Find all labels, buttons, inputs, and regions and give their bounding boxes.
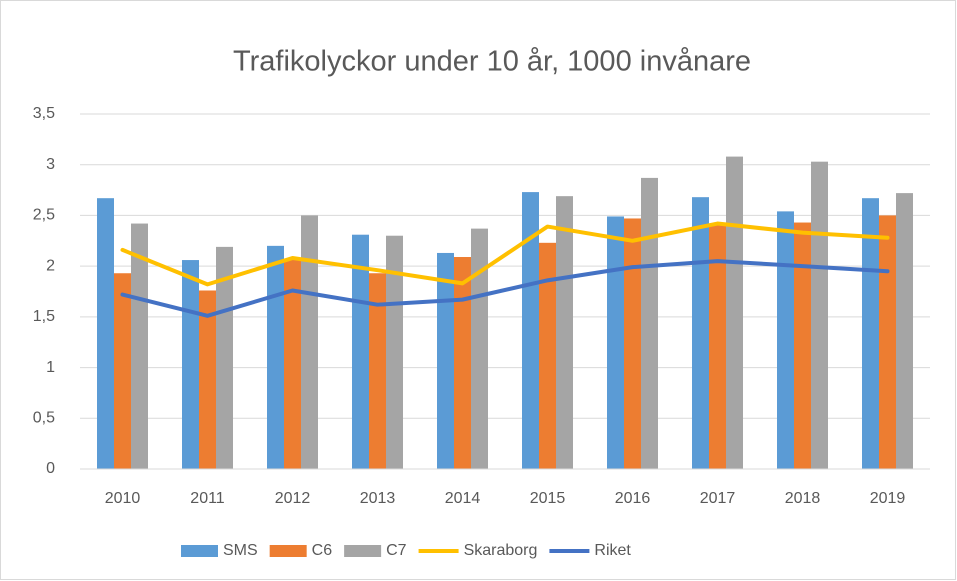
bar bbox=[369, 273, 386, 469]
chart-title: Trafikolyckor under 10 år, 1000 invånare bbox=[233, 46, 751, 78]
legend-swatch bbox=[181, 545, 218, 557]
x-tick-label: 2018 bbox=[785, 490, 821, 507]
x-tick-label: 2017 bbox=[700, 490, 736, 507]
bar bbox=[896, 193, 913, 469]
y-tick-label: 2,5 bbox=[33, 207, 55, 224]
y-tick-label: 0,5 bbox=[33, 410, 55, 427]
legend-label: C6 bbox=[312, 542, 333, 559]
bar bbox=[199, 290, 216, 469]
x-tick-label: 2012 bbox=[275, 490, 311, 507]
x-tick-label: 2016 bbox=[615, 490, 651, 507]
bar bbox=[386, 235, 403, 469]
line bbox=[120, 259, 890, 318]
bar bbox=[539, 242, 556, 469]
y-tick-label: 3 bbox=[46, 156, 55, 173]
bar bbox=[556, 196, 573, 469]
y-tick-label: 1 bbox=[46, 359, 55, 376]
bar bbox=[301, 215, 318, 469]
bar bbox=[607, 216, 624, 469]
x-tick-label: 2014 bbox=[445, 490, 481, 507]
bar bbox=[131, 223, 148, 469]
y-tick-label: 0 bbox=[46, 460, 55, 477]
x-tick-label: 2010 bbox=[105, 490, 141, 507]
bar bbox=[97, 198, 114, 469]
legend-label: Skaraborg bbox=[464, 542, 538, 559]
bar bbox=[726, 156, 743, 469]
bar bbox=[811, 161, 828, 469]
bar bbox=[352, 234, 369, 469]
bar bbox=[182, 260, 199, 469]
y-tick-label: 3,5 bbox=[33, 105, 55, 122]
bar bbox=[522, 192, 539, 469]
y-tick-label: 2 bbox=[46, 257, 55, 274]
bar bbox=[794, 222, 811, 469]
bar bbox=[114, 273, 131, 469]
bar bbox=[777, 211, 794, 469]
x-tick-label: 2015 bbox=[530, 490, 566, 507]
bar bbox=[437, 252, 454, 469]
bar bbox=[641, 177, 658, 469]
legend-label: C7 bbox=[386, 542, 407, 559]
x-tick-label: 2019 bbox=[870, 490, 906, 507]
line bbox=[120, 221, 890, 287]
y-tick-label: 1,5 bbox=[33, 308, 55, 325]
bar bbox=[862, 198, 879, 469]
legend-swatch bbox=[344, 545, 382, 557]
bar bbox=[709, 223, 726, 469]
bar bbox=[624, 218, 641, 469]
x-tick-label: 2013 bbox=[360, 490, 396, 507]
bar bbox=[216, 246, 233, 469]
bar bbox=[284, 259, 301, 469]
bar bbox=[267, 245, 284, 469]
legend-swatch bbox=[269, 545, 307, 557]
bar bbox=[879, 215, 896, 469]
bar bbox=[692, 197, 709, 469]
bar bbox=[471, 228, 488, 469]
legend-label: Riket bbox=[594, 542, 631, 559]
bar bbox=[454, 257, 471, 469]
legend-label: SMS bbox=[223, 542, 258, 559]
x-tick-label: 2011 bbox=[190, 490, 225, 507]
